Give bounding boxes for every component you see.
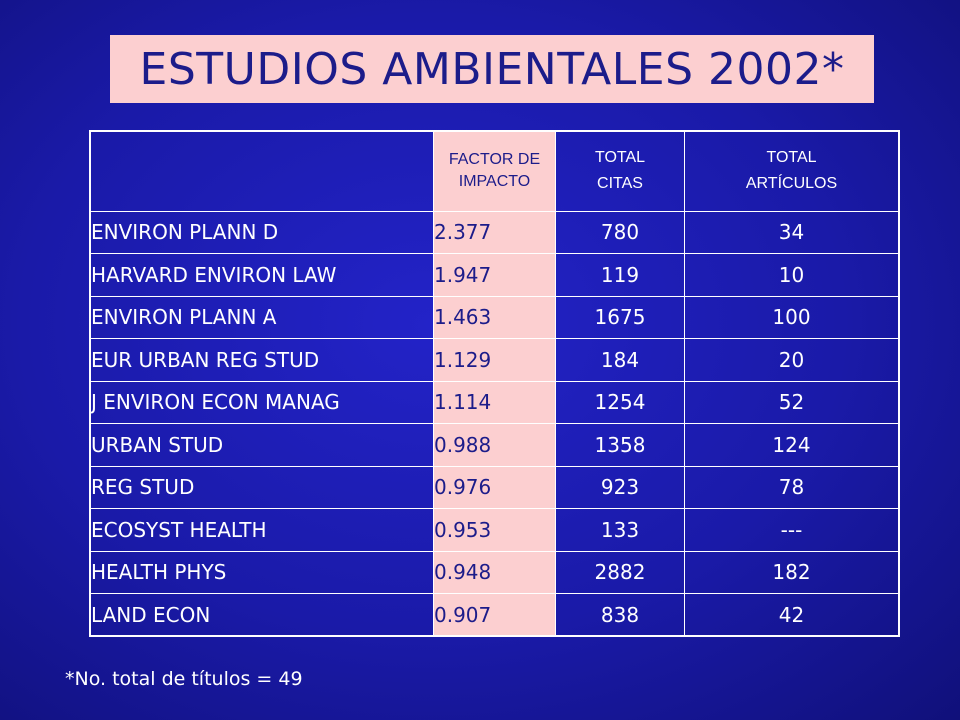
total-citations-value: 133	[555, 508, 685, 552]
impact-factor-value: 0.976	[433, 465, 556, 509]
impact-factor-value: 1.129	[433, 338, 556, 382]
header-impact-factor: FACTOR DE IMPACTO	[433, 130, 556, 212]
header-total-articles: TOTAL ARTÍCULOS	[684, 130, 900, 212]
table-row: HARVARD ENVIRON LAW 1.947 119 10	[89, 253, 900, 297]
journal-name: ENVIRON PLANN D	[89, 210, 434, 254]
table-row: ENVIRON PLANN D 2.377 780 34	[89, 210, 900, 254]
header-total-citations-line1: TOTAL	[594, 149, 646, 167]
table-row: REG STUD 0.976 923 78	[89, 465, 900, 509]
total-citations-value: 2882	[555, 550, 685, 594]
impact-factor-value: 0.948	[433, 550, 556, 594]
total-articles-value: ---	[684, 508, 900, 552]
total-articles-value: 78	[684, 465, 900, 509]
total-articles-value: 182	[684, 550, 900, 594]
total-citations-value: 1358	[555, 423, 685, 467]
total-articles-value: 100	[684, 295, 900, 339]
impact-factor-value: 0.988	[433, 423, 556, 467]
journal-name: REG STUD	[89, 465, 434, 509]
table-row: HEALTH PHYS 0.948 2882 182	[89, 550, 900, 594]
table-row: LAND ECON 0.907 838 42	[89, 593, 900, 637]
journal-name: ENVIRON PLANN A	[89, 295, 434, 339]
impact-factor-value: 0.907	[433, 593, 556, 637]
impact-factor-value: 0.953	[433, 508, 556, 552]
footnote: *No. total de títulos = 49	[65, 668, 303, 690]
journals-table: FACTOR DE IMPACTO TOTAL CITAS TOTAL ARTÍ…	[89, 130, 900, 637]
total-articles-value: 124	[684, 423, 900, 467]
total-citations-value: 923	[555, 465, 685, 509]
total-citations-value: 184	[555, 338, 685, 382]
total-articles-value: 42	[684, 593, 900, 637]
impact-factor-value: 1.114	[433, 380, 556, 424]
total-citations-value: 780	[555, 210, 685, 254]
journal-name: EUR URBAN REG STUD	[89, 338, 434, 382]
total-citations-value: 1675	[555, 295, 685, 339]
table-row: URBAN STUD 0.988 1358 124	[89, 423, 900, 467]
total-citations-value: 119	[555, 253, 685, 297]
header-total-articles-line1: TOTAL	[766, 149, 817, 167]
total-articles-value: 20	[684, 338, 900, 382]
total-citations-value: 838	[555, 593, 685, 637]
header-total-articles-line2: ARTÍCULOS	[745, 175, 838, 193]
journal-name: J ENVIRON ECON MANAG	[89, 380, 434, 424]
table-header-row: FACTOR DE IMPACTO TOTAL CITAS TOTAL ARTÍ…	[89, 130, 900, 212]
impact-factor-value: 1.463	[433, 295, 556, 339]
table-row: J ENVIRON ECON MANAG 1.114 1254 52	[89, 380, 900, 424]
header-blank-cell	[89, 130, 434, 212]
journal-name: HEALTH PHYS	[89, 550, 434, 594]
table-row: ECOSYST HEALTH 0.953 133 ---	[89, 508, 900, 552]
title-box: ESTUDIOS AMBIENTALES 2002*	[110, 35, 874, 103]
total-citations-value: 1254	[555, 380, 685, 424]
journal-name: HARVARD ENVIRON LAW	[89, 253, 434, 297]
impact-factor-value: 1.947	[433, 253, 556, 297]
table-row: ENVIRON PLANN A 1.463 1675 100	[89, 295, 900, 339]
header-total-citations: TOTAL CITAS	[555, 130, 685, 212]
impact-factor-value: 2.377	[433, 210, 556, 254]
journal-name: LAND ECON	[89, 593, 434, 637]
journal-name: URBAN STUD	[89, 423, 434, 467]
header-impact-factor-line2: IMPACTO	[458, 173, 531, 191]
header-total-citations-line2: CITAS	[597, 175, 643, 193]
header-impact-factor-line1: FACTOR DE	[448, 151, 541, 169]
page-title: ESTUDIOS AMBIENTALES 2002*	[139, 43, 845, 95]
journal-name: ECOSYST HEALTH	[89, 508, 434, 552]
total-articles-value: 52	[684, 380, 900, 424]
total-articles-value: 34	[684, 210, 900, 254]
table-row: EUR URBAN REG STUD 1.129 184 20	[89, 338, 900, 382]
total-articles-value: 10	[684, 253, 900, 297]
